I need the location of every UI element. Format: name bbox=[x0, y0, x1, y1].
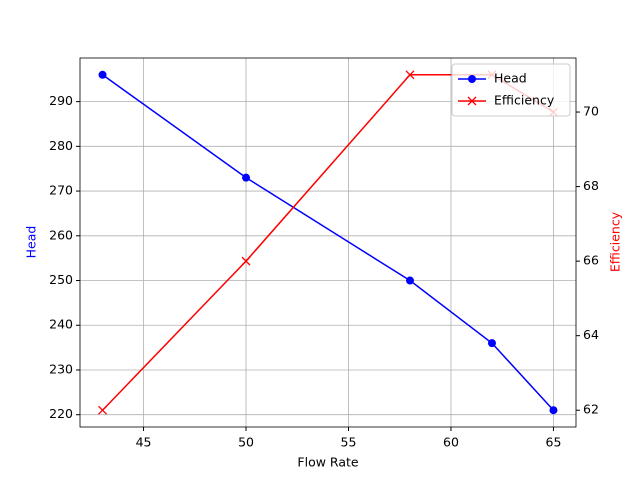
data-point bbox=[405, 70, 415, 80]
y2-tick-label: 66 bbox=[583, 253, 599, 268]
legend-marker bbox=[468, 75, 476, 83]
legend-box bbox=[451, 63, 571, 117]
x-tick-label: 60 bbox=[443, 435, 459, 450]
x-axis-label: Flow Rate bbox=[297, 455, 358, 470]
data-point bbox=[241, 256, 251, 266]
plot-frame bbox=[79, 57, 577, 428]
series-line bbox=[102, 74, 554, 411]
data-point bbox=[98, 70, 107, 79]
y2-tick-label: 64 bbox=[583, 327, 599, 342]
data-point bbox=[242, 173, 251, 182]
y2-tick-label: 68 bbox=[583, 178, 599, 193]
series-line bbox=[102, 74, 555, 411]
x-tick-label: 55 bbox=[341, 435, 357, 450]
y2-tick-label: 62 bbox=[583, 402, 599, 417]
data-point bbox=[487, 339, 496, 348]
data-point bbox=[549, 406, 558, 415]
y-axis-label: Head bbox=[24, 226, 39, 259]
y-tick-label: 250 bbox=[49, 272, 73, 287]
x-tick-label: 65 bbox=[546, 435, 562, 450]
y-tick-label: 220 bbox=[49, 406, 73, 421]
legend-label: Efficiency bbox=[494, 93, 555, 108]
x-tick-label: 50 bbox=[238, 435, 254, 450]
y-tick-label: 230 bbox=[49, 361, 73, 376]
y-tick-label: 260 bbox=[49, 227, 73, 242]
y-tick-label: 290 bbox=[49, 93, 73, 108]
y-tick-label: 240 bbox=[49, 317, 73, 332]
y-tick-label: 280 bbox=[49, 138, 73, 153]
data-point bbox=[98, 405, 108, 415]
y2-axis-label: Efficiency bbox=[608, 211, 623, 272]
legend-marker bbox=[467, 96, 477, 106]
x-tick-label: 45 bbox=[136, 435, 152, 450]
data-point bbox=[405, 276, 414, 285]
y-tick-label: 270 bbox=[49, 183, 73, 198]
legend-label: Head bbox=[494, 71, 527, 86]
y2-tick-label: 70 bbox=[583, 104, 599, 119]
